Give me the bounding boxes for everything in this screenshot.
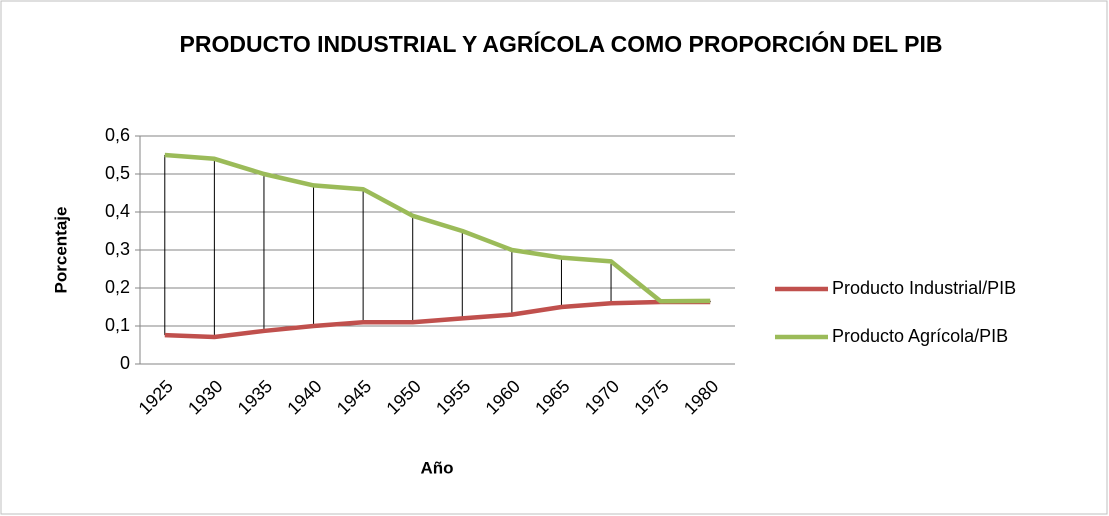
series-line	[164, 299, 711, 340]
y-tick-label: 0	[120, 353, 130, 373]
y-axis-label: Porcentaje	[51, 207, 70, 294]
series-line	[164, 152, 711, 304]
y-tick-label: 0,4	[105, 201, 130, 221]
y-tick-label: 0,2	[105, 277, 130, 297]
chart-title: PRODUCTO INDUSTRIAL Y AGRÍCOLA COMO PROP…	[179, 31, 943, 57]
y-tick-label: 0,1	[105, 315, 130, 335]
y-tick-label: 0,6	[105, 125, 130, 145]
legend-label: Producto Industrial/PIB	[832, 278, 1016, 298]
x-axis-label: Año	[420, 458, 453, 477]
y-tick-label: 0,5	[105, 163, 130, 183]
legend-label: Producto Agrícola/PIB	[832, 326, 1008, 346]
y-tick-label: 0,3	[105, 239, 130, 259]
